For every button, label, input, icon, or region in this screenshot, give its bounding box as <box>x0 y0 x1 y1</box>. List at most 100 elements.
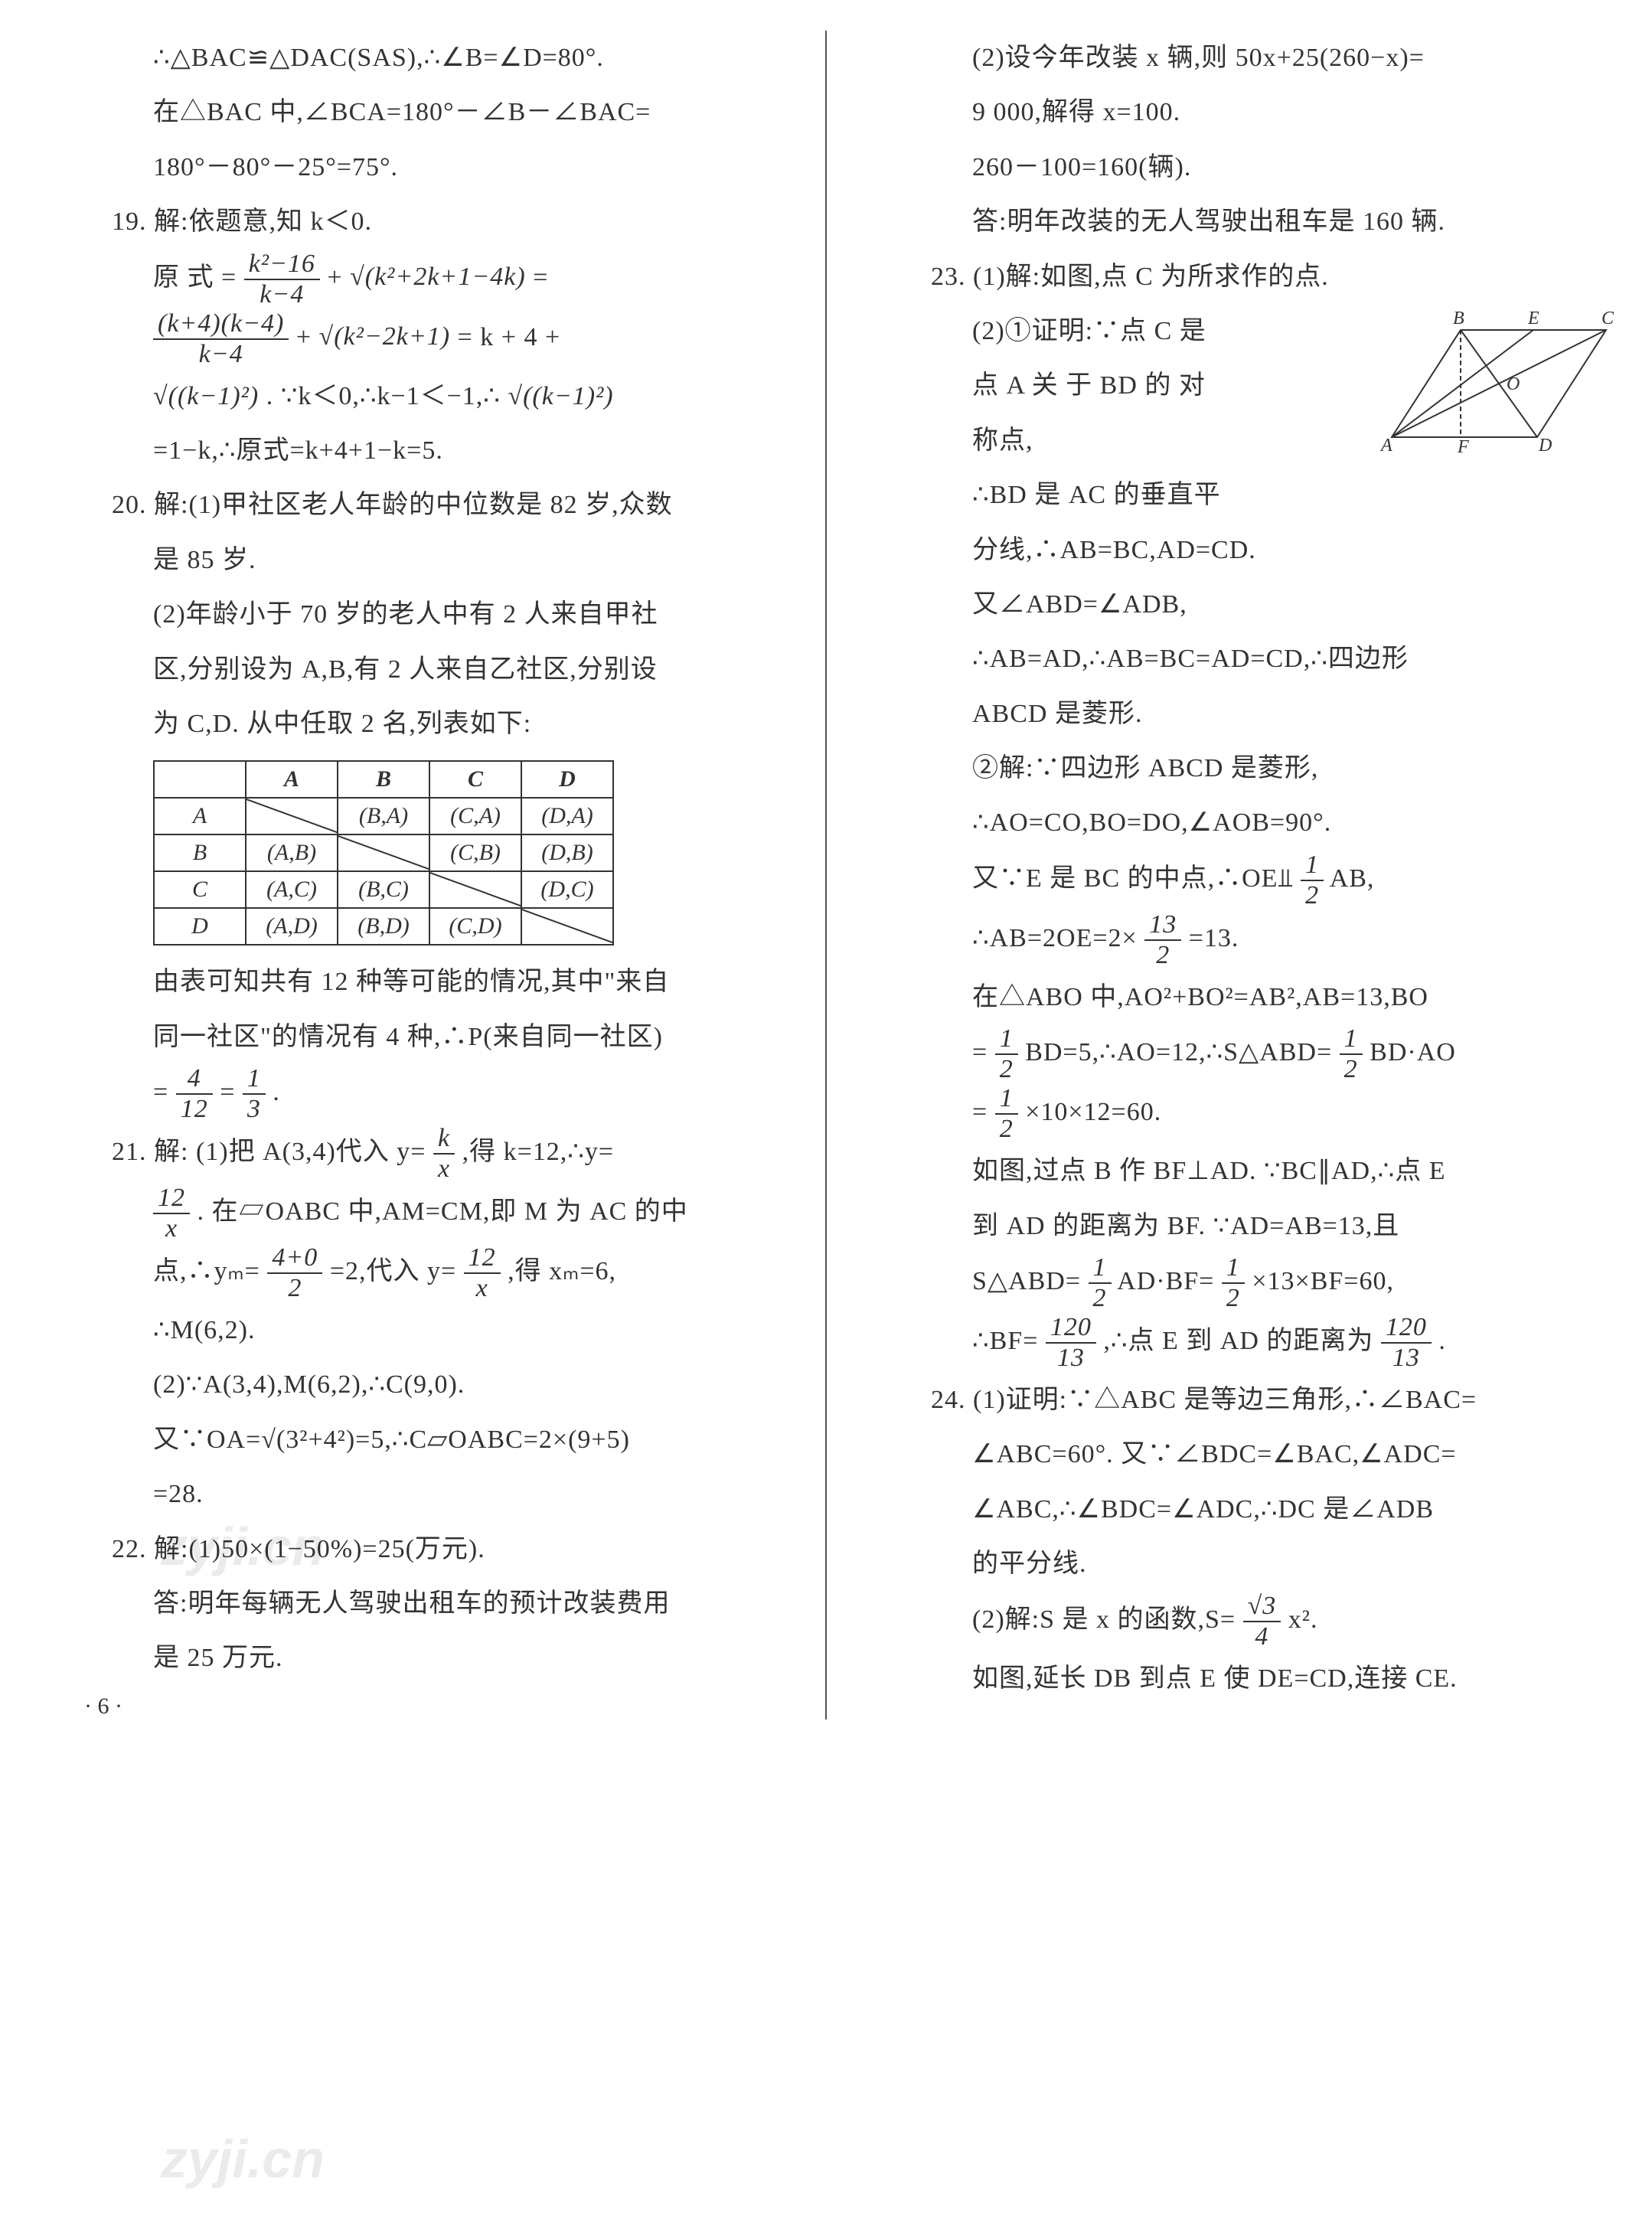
table-cell: (C,A) <box>429 798 521 834</box>
text-line: 区,分别设为 A,B,有 2 人来自乙社区,分别设 <box>38 642 795 697</box>
fraction: 12013 <box>1381 1313 1432 1373</box>
fraction: 12 <box>1089 1253 1112 1313</box>
problem-21: 21. 解: (1)把 A(3,4)代入 y= kx ,得 k=12,∴y= <box>38 1124 795 1184</box>
fig-label-o: O <box>1507 374 1520 394</box>
sqrt: √(k²+2k+1−4k) <box>350 250 526 304</box>
text: + <box>327 263 350 291</box>
text: ,∴点 E 到 AD 的距离为 <box>1103 1327 1373 1355</box>
text-line: 同一社区"的情况有 4 种,∴P(来自同一社区) <box>38 1010 795 1064</box>
text: (1)证明:∵△ABC 是等边三角形,∴∠BAC= <box>973 1386 1477 1414</box>
text-line: 260－100=160(辆). <box>857 140 1614 194</box>
text-line: ②解:∵四边形 ABCD 是菱形, <box>857 741 1614 795</box>
text: (1)甲社区老人年龄的中位数是 82 岁,众数 <box>188 491 672 519</box>
table-cell: (B,D) <box>338 908 429 945</box>
problem-20: 20. 解:(1)甲社区老人年龄的中位数是 82 岁,众数 <box>38 478 795 532</box>
text: (1)解:如图,点 C 为所求作的点. <box>973 263 1329 291</box>
text: = <box>153 1078 176 1106</box>
table-cell <box>429 871 521 908</box>
text-line: 分线,∴AB=BC,AD=CD. <box>857 523 1614 577</box>
text: 点,∴yₘ= <box>153 1257 260 1285</box>
table-cell: C <box>154 871 246 908</box>
math-line: = 12 ×10×12=60. <box>857 1084 1614 1144</box>
fraction: 12x <box>464 1243 501 1303</box>
text-line: ∠ABC=60°. 又∵∠BDC=∠BAC,∠ADC= <box>857 1427 1614 1481</box>
text: ,得 k=12,∴y= <box>462 1138 614 1166</box>
label: 19. 解: <box>112 207 188 236</box>
problem-19: 19. 解:依题意,知 k＜0. <box>38 194 795 249</box>
text-line: 180°－80°－25°=75°. <box>38 140 795 194</box>
text: = <box>972 1098 988 1126</box>
text-line: 9 000,解得 x=100. <box>857 85 1614 139</box>
table-cell: (D,B) <box>521 834 613 871</box>
sqrt: √((k−1)²) <box>508 369 613 423</box>
text: BD·AO <box>1370 1038 1456 1066</box>
text-line: (2)年龄小于 70 岁的老人中有 2 人来自甲社 <box>38 587 795 642</box>
math-line: √((k−1)²) . ∵k＜0,∴k−1＜−1,∴ √((k−1)²) <box>38 369 795 423</box>
label: 22. 解: <box>112 1535 188 1563</box>
fig-label-c: C <box>1601 309 1614 328</box>
table-row: C (A,C) (B,C) (D,C) <box>154 871 613 908</box>
math-line: S△ABD= 12 AD·BF= 12 ×13×BF=60, <box>857 1253 1614 1313</box>
problem-23: 23. (1)解:如图,点 C 为所求作的点. <box>857 250 1614 304</box>
table-row: D (A,D) (B,D) (C,D) <box>154 908 613 945</box>
text-line: 如图,过点 B 作 BF⊥AD. ∵BC∥AD,∴点 E <box>857 1144 1614 1198</box>
fraction: kx <box>433 1124 455 1184</box>
table-cell: (D,C) <box>521 871 613 908</box>
math-line: =1−k,∴原式=k+4+1−k=5. <box>38 423 795 478</box>
probability-table: A B C D A (B,A) (C,A) (D,A) B (A,B) (C,B… <box>153 760 614 946</box>
fraction: √34 <box>1243 1592 1281 1651</box>
text-line: ∴BD 是 AC 的垂直平 <box>857 468 1614 522</box>
math-line: (2)解:S 是 x 的函数,S= √34 x². <box>857 1592 1614 1651</box>
table-cell: (A,C) <box>246 871 338 908</box>
text-line: ∠ABC,∴∠BDC=∠ADC,∴DC 是∠ADB <box>857 1482 1614 1537</box>
math-line: 又∵E 是 BC 的中点,∴OE⫫ 12 AB, <box>857 851 1614 910</box>
table-cell <box>154 761 246 798</box>
fig-label-e: E <box>1527 309 1539 328</box>
text: x². <box>1288 1605 1318 1633</box>
table-cell <box>521 908 613 945</box>
text-line: 答:明年改装的无人驾驶出租车是 160 辆. <box>857 194 1614 249</box>
text-line: 是 85 岁. <box>38 533 795 587</box>
text: . <box>273 1078 280 1106</box>
math-line: (k+4)(k−4)k−4 + √(k²−2k+1) = k + 4 + <box>38 309 795 369</box>
fraction: 12 <box>1222 1253 1245 1313</box>
label: 23. <box>931 263 966 291</box>
fig-label-b: B <box>1453 309 1464 328</box>
text: =13. <box>1189 924 1239 952</box>
fraction: (k+4)(k−4)k−4 <box>153 309 289 369</box>
text: . <box>1438 1327 1446 1355</box>
text-line: ∴△BAC≌△DAC(SAS),∴∠B=∠D=80°. <box>38 31 795 85</box>
text: + <box>296 322 319 351</box>
text: 原 式 = <box>153 263 244 291</box>
text: = <box>533 263 548 291</box>
fraction: 412 <box>176 1064 213 1124</box>
fig-label-a: A <box>1379 436 1392 456</box>
watermark: zyji.cn <box>161 2128 325 2190</box>
text: =2,代入 y= <box>330 1257 456 1285</box>
text: AB, <box>1330 864 1375 893</box>
table-cell: A <box>154 798 246 834</box>
text-line: 到 AD 的距离为 BF. ∵AD=AB=13,且 <box>857 1199 1614 1253</box>
text-line: 答:明年每辆无人驾驶出租车的预计改装费用 <box>38 1576 795 1631</box>
math-line: 点,∴yₘ= 4+02 =2,代入 y= 12x ,得 xₘ=6, <box>38 1243 795 1303</box>
text: ×10×12=60. <box>1025 1098 1161 1126</box>
text: (1)50×(1−50%)=25(万元). <box>188 1535 485 1563</box>
fraction: 13 <box>243 1064 266 1124</box>
math-line: 12x . 在▱OABC 中,AM=CM,即 M 为 AC 的中 <box>38 1184 795 1243</box>
table-header-row: A B C D <box>154 761 613 798</box>
label: 24. <box>931 1386 966 1414</box>
label: 21. 解: <box>112 1138 188 1166</box>
problem-22: 22. 解:(1)50×(1−50%)=25(万元). <box>38 1522 795 1576</box>
text-line: (2)设今年改装 x 辆,则 50x+25(260−x)= <box>857 31 1614 85</box>
text: BD=5,∴AO=12,∴S△ABD= <box>1025 1038 1332 1066</box>
fraction: 12 <box>995 1024 1018 1084</box>
fraction: 12013 <box>1046 1313 1096 1373</box>
text-line: ∴M(6,2). <box>38 1303 795 1357</box>
fig-label-f: F <box>1457 437 1469 457</box>
fraction: 12 <box>995 1084 1018 1144</box>
text: . 在▱OABC 中,AM=CM,即 M 为 AC 的中 <box>198 1197 688 1226</box>
table-cell: (A,D) <box>246 908 338 945</box>
math-line: = 12 BD=5,∴AO=12,∴S△ABD= 12 BD·AO <box>857 1024 1614 1084</box>
fraction: k²−16k−4 <box>244 250 320 309</box>
text-line: 在△BAC 中,∠BCA=180°－∠B－∠BAC= <box>38 85 795 139</box>
